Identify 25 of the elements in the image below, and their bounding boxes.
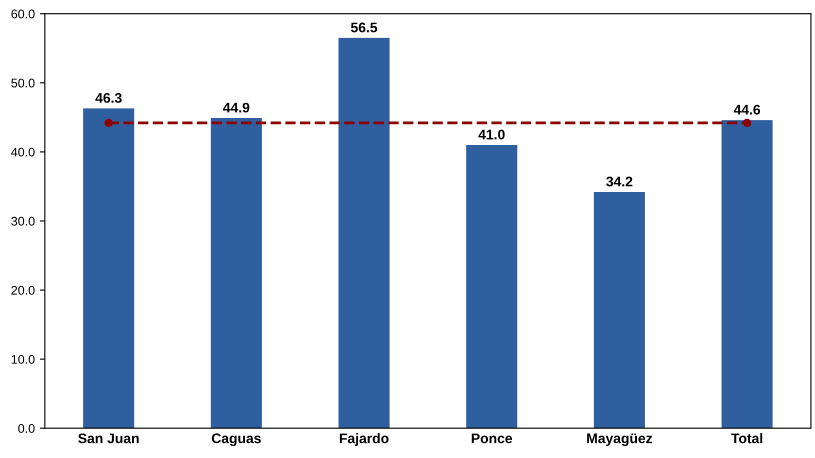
y-tick-label: 60.0 (11, 10, 35, 18)
bar (722, 120, 773, 428)
data-label: 44.9 (223, 102, 250, 113)
data-label: 41.0 (478, 130, 505, 140)
bar (83, 108, 134, 428)
bar (338, 38, 390, 428)
x-tick-label: Mayagüez (587, 433, 652, 446)
y-tick-label: 30.0 (11, 216, 35, 226)
y-tick-label: 50.0 (11, 78, 35, 88)
y-tick-label: 40.0 (11, 148, 35, 157)
data-label: 46.3 (95, 93, 122, 103)
y-tick-label: 10.0 (12, 354, 35, 364)
x-tick-label: Total (731, 433, 762, 444)
bar (594, 192, 645, 428)
x-tick-label: San Juan (78, 433, 139, 444)
x-tick-label: Caguas (212, 433, 261, 446)
bar (466, 144, 518, 428)
data-label: 34.2 (606, 176, 632, 186)
data-label: 44.6 (734, 104, 760, 115)
y-tick-label: 0.0 (18, 424, 35, 433)
x-tick-label: Fajardo (340, 433, 389, 446)
y-tick-label: 20.0 (11, 286, 35, 295)
bar (210, 118, 262, 428)
data-label: 56.5 (350, 22, 378, 32)
x-tick-label: Ponce (472, 434, 512, 444)
